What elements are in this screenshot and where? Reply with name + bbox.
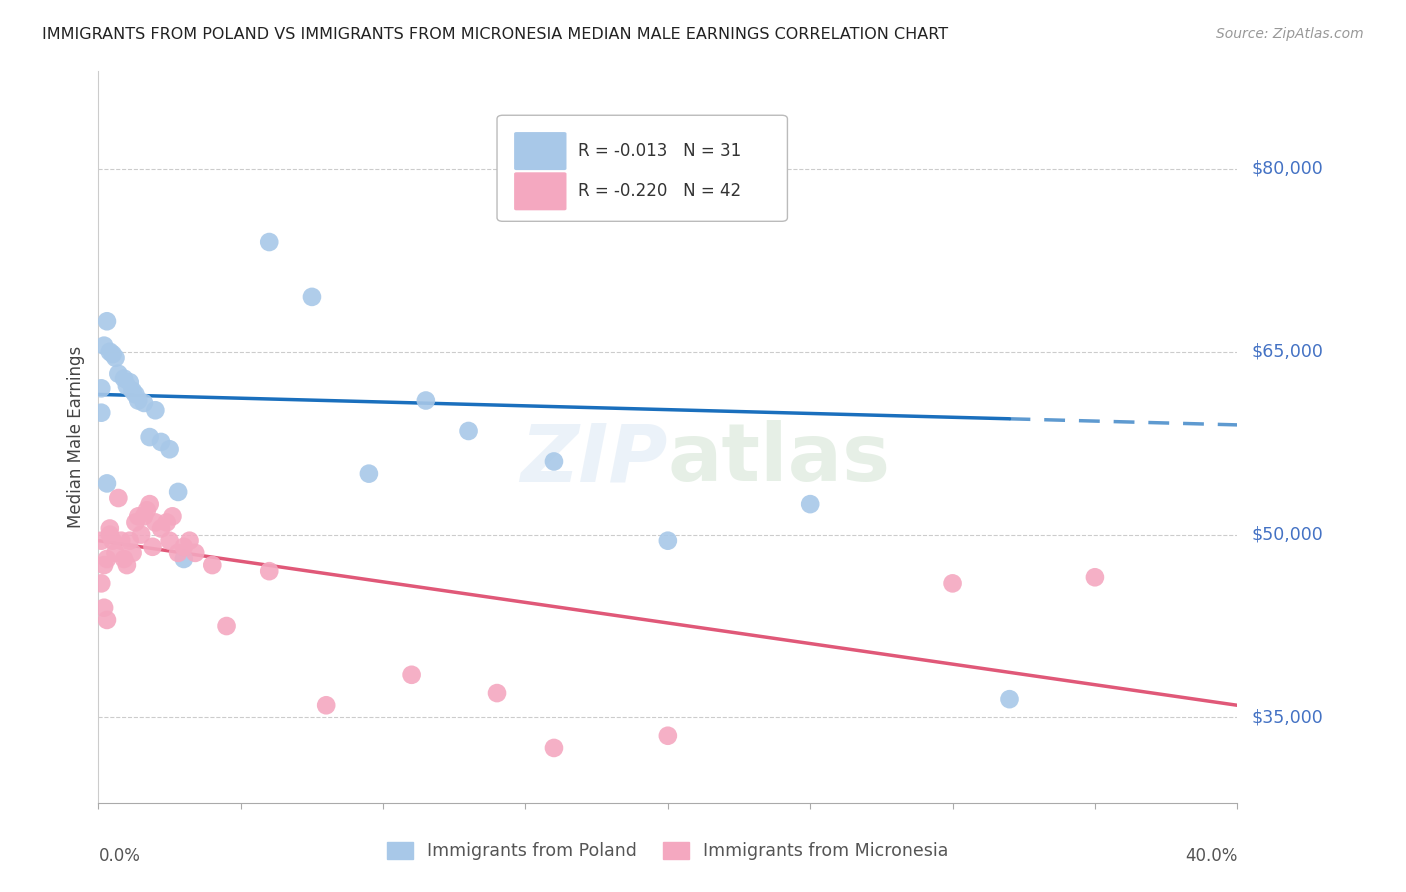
Point bbox=[98, 344, 121, 359]
FancyBboxPatch shape bbox=[498, 115, 787, 221]
Text: ZIP: ZIP bbox=[520, 420, 668, 498]
Text: $65,000: $65,000 bbox=[1251, 343, 1323, 360]
Point bbox=[162, 509, 184, 524]
Point bbox=[93, 338, 115, 352]
Point bbox=[104, 546, 127, 560]
Point bbox=[145, 403, 167, 417]
Point bbox=[415, 393, 437, 408]
Point bbox=[107, 491, 129, 505]
Text: $50,000: $50,000 bbox=[1251, 525, 1323, 543]
Point bbox=[98, 521, 121, 535]
Point bbox=[96, 552, 118, 566]
Point bbox=[129, 527, 152, 541]
Point bbox=[107, 367, 129, 381]
Point bbox=[259, 235, 281, 249]
Point bbox=[657, 729, 679, 743]
Point bbox=[118, 533, 141, 548]
Point bbox=[96, 476, 118, 491]
Point bbox=[167, 485, 190, 500]
FancyBboxPatch shape bbox=[515, 132, 567, 170]
Point bbox=[141, 540, 163, 554]
Point bbox=[98, 527, 121, 541]
Point bbox=[96, 314, 118, 328]
Point bbox=[93, 558, 115, 573]
Point bbox=[145, 516, 167, 530]
Point bbox=[799, 497, 821, 511]
Point bbox=[301, 290, 323, 304]
Point bbox=[315, 698, 337, 713]
Text: R = -0.013   N = 31: R = -0.013 N = 31 bbox=[578, 142, 741, 160]
Point bbox=[121, 546, 143, 560]
Point bbox=[115, 379, 138, 393]
Text: 0.0%: 0.0% bbox=[98, 847, 141, 864]
Point bbox=[543, 454, 565, 468]
Point bbox=[184, 546, 207, 560]
Text: $35,000: $35,000 bbox=[1251, 708, 1323, 726]
Point bbox=[115, 558, 138, 573]
Point bbox=[90, 576, 112, 591]
Text: IMMIGRANTS FROM POLAND VS IMMIGRANTS FROM MICRONESIA MEDIAN MALE EARNINGS CORREL: IMMIGRANTS FROM POLAND VS IMMIGRANTS FRO… bbox=[42, 27, 948, 42]
Point bbox=[124, 516, 146, 530]
Point bbox=[138, 430, 160, 444]
Point bbox=[93, 600, 115, 615]
Point bbox=[156, 516, 179, 530]
Point bbox=[124, 387, 146, 401]
Point bbox=[104, 351, 127, 365]
Text: Source: ZipAtlas.com: Source: ZipAtlas.com bbox=[1216, 27, 1364, 41]
Point bbox=[259, 564, 281, 578]
Point bbox=[657, 533, 679, 548]
Point bbox=[150, 521, 173, 535]
Point bbox=[543, 740, 565, 755]
Text: atlas: atlas bbox=[668, 420, 891, 498]
Point bbox=[357, 467, 380, 481]
Point bbox=[132, 396, 155, 410]
Point bbox=[457, 424, 479, 438]
Point bbox=[173, 552, 195, 566]
Point bbox=[127, 509, 149, 524]
Point bbox=[90, 381, 112, 395]
Point bbox=[173, 540, 195, 554]
Point bbox=[90, 406, 112, 420]
Text: R = -0.220   N = 42: R = -0.220 N = 42 bbox=[578, 182, 741, 201]
Point bbox=[201, 558, 224, 573]
Point bbox=[101, 347, 124, 361]
Point bbox=[138, 497, 160, 511]
Text: $80,000: $80,000 bbox=[1251, 160, 1323, 178]
FancyBboxPatch shape bbox=[515, 172, 567, 211]
Point bbox=[112, 552, 135, 566]
Legend: Immigrants from Poland, Immigrants from Micronesia: Immigrants from Poland, Immigrants from … bbox=[381, 835, 955, 867]
Point bbox=[127, 393, 149, 408]
Point bbox=[132, 509, 155, 524]
Point bbox=[1084, 570, 1107, 584]
Point bbox=[215, 619, 238, 633]
Point bbox=[942, 576, 965, 591]
Point bbox=[121, 384, 143, 398]
Point bbox=[135, 503, 157, 517]
Point bbox=[112, 371, 135, 385]
Point bbox=[159, 533, 181, 548]
Point bbox=[179, 533, 201, 548]
Text: 40.0%: 40.0% bbox=[1185, 847, 1237, 864]
Point bbox=[150, 434, 173, 449]
Point bbox=[486, 686, 509, 700]
Point bbox=[110, 533, 132, 548]
Point bbox=[101, 533, 124, 548]
Point bbox=[96, 613, 118, 627]
Point bbox=[90, 533, 112, 548]
Y-axis label: Median Male Earnings: Median Male Earnings bbox=[67, 346, 86, 528]
Point bbox=[118, 375, 141, 389]
Point bbox=[998, 692, 1021, 706]
Point bbox=[401, 667, 423, 681]
Point bbox=[167, 546, 190, 560]
Point bbox=[159, 442, 181, 457]
